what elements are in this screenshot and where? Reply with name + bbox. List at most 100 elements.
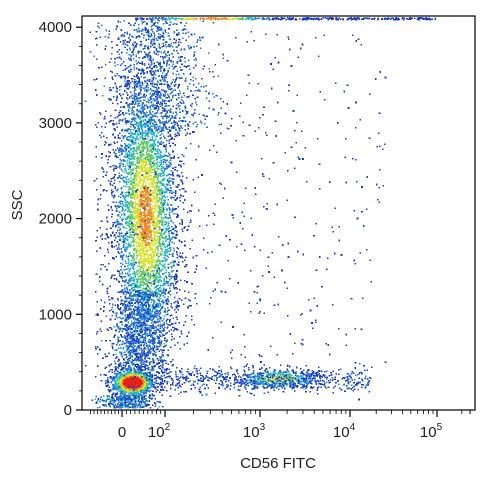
event-dot [139,286,142,289]
event-dot [126,238,129,241]
event-dot [149,59,152,62]
event-dot [135,148,137,151]
event-dot [120,373,123,376]
event-dot [150,160,152,163]
event-dot [148,154,151,157]
event-dot [119,93,121,95]
event-dot [123,214,126,217]
event-dot [123,379,125,381]
event-dot [129,151,131,154]
event-dot [148,388,150,390]
event-dot [113,383,116,386]
event-dot [152,143,154,146]
event-dot [93,180,96,182]
event-dot [149,266,151,269]
event-dot [126,376,128,378]
event-dot [177,280,179,283]
event-dot [145,373,148,375]
event-dot [169,161,172,164]
event-dot [132,49,134,52]
event-dot [158,241,160,243]
event-dot [176,263,179,266]
event-dot [149,376,152,378]
event-dot [117,372,120,374]
event-dot [134,88,137,91]
event-dot [165,216,167,219]
event-dot [121,214,123,216]
event-dot [145,383,148,386]
event-dot [165,269,168,271]
event-dot [148,187,150,189]
event-dot [118,112,120,114]
event-dot [159,143,161,145]
event-dot [120,160,123,162]
event-dot [160,163,163,165]
event-dot [163,137,166,139]
event-dot [149,272,152,275]
event-dot [136,129,139,132]
event-dot [171,204,173,206]
event-dot [122,368,124,371]
event-dot [127,385,129,387]
event-dot [144,237,146,240]
event-dot [149,363,151,365]
event-dot [179,222,181,225]
event-dot [178,255,181,258]
event-dot [152,106,154,108]
event-dot [169,290,171,292]
event-dot [136,211,138,213]
event-dot [137,327,139,329]
event-dot [129,289,131,292]
event-dot [151,116,154,118]
event-dot [122,129,124,131]
event-dot [165,252,168,254]
event-dot [152,390,154,392]
event-dot [165,159,167,162]
event-dot [137,391,139,394]
event-dot [139,191,141,194]
event-dot [144,368,147,371]
event-dot [157,102,160,105]
event-dot [132,189,135,192]
event-dot [170,284,172,286]
event-dot [128,392,130,395]
event-dot [170,305,173,307]
event-dot [154,333,157,336]
event-dot [135,380,137,383]
event-dot [152,186,154,188]
event-dot [112,224,115,226]
event-dot [170,323,173,325]
event-dot [123,181,126,183]
event-dot [123,35,126,37]
event-dot [133,178,136,181]
event-dot [172,276,174,278]
event-dot [134,163,137,166]
event-dot [187,306,189,309]
event-dot [157,245,160,247]
event-dot [144,220,146,223]
event-dot [118,222,121,225]
event-dot [116,210,119,212]
event-dot [169,275,171,278]
event-dot [167,363,170,366]
event-dot [139,379,142,381]
event-dot [167,173,170,176]
event-dot [136,156,139,158]
event-dot [134,98,137,101]
event-dot [125,255,128,257]
event-dot [136,356,138,358]
event-dot [178,261,180,263]
event-dot [126,159,129,162]
event-dot [124,379,127,381]
event-dot [175,286,177,289]
event-dot [135,227,137,230]
event-dot [160,254,162,256]
event-dot [119,388,122,391]
event-dot [175,311,178,314]
event-dot [122,263,124,266]
event-dot [124,112,127,114]
event-dot [140,224,142,227]
event-dot [133,389,136,391]
event-dot [131,218,134,220]
event-dot [127,136,130,138]
